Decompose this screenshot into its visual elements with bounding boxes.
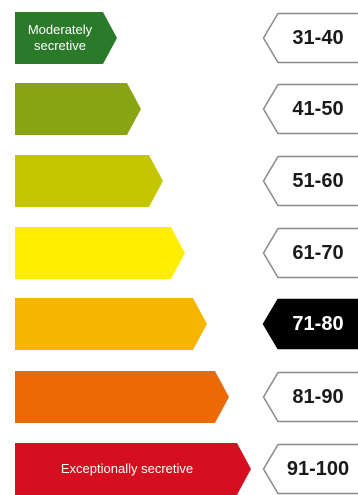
- rating-band-shape: [15, 155, 163, 207]
- range-tag: 91-100: [262, 443, 358, 495]
- range-label: 41-50: [278, 83, 358, 135]
- range-label: 51-60: [278, 155, 358, 207]
- range-tag: 81-90: [262, 371, 358, 423]
- range-tag: 41-50: [262, 83, 358, 135]
- range-tag: 31-40: [262, 12, 358, 64]
- rating-band-2: [15, 83, 141, 135]
- rating-band-shape: [15, 227, 185, 279]
- range-label: 31-40: [278, 12, 358, 64]
- rating-band-shape: [15, 83, 141, 135]
- range-label: 81-90: [278, 371, 358, 423]
- rating-band-3: [15, 155, 163, 207]
- rating-band-shape: [15, 371, 229, 423]
- rating-band-shape: [15, 298, 207, 350]
- range-tag: 51-60: [262, 155, 358, 207]
- rating-band-arrow: [15, 83, 141, 135]
- range-label: 61-70: [278, 227, 358, 279]
- rating-band-5: [15, 298, 207, 350]
- range-label: 71-80: [278, 298, 358, 350]
- rating-band-arrow: [15, 155, 163, 207]
- rating-band-7: Exceptionally secretive: [15, 443, 251, 495]
- rating-band-4: [15, 227, 185, 279]
- rating-band-arrow: [15, 227, 185, 279]
- rating-band-arrow: [15, 298, 207, 350]
- rating-band-label: Exceptionally secretive: [15, 443, 239, 495]
- range-tag-active: 71-80: [262, 298, 358, 350]
- rating-band-arrow: [15, 371, 229, 423]
- range-label: 91-100: [278, 443, 358, 495]
- rating-band-6: [15, 371, 229, 423]
- range-tag: 61-70: [262, 227, 358, 279]
